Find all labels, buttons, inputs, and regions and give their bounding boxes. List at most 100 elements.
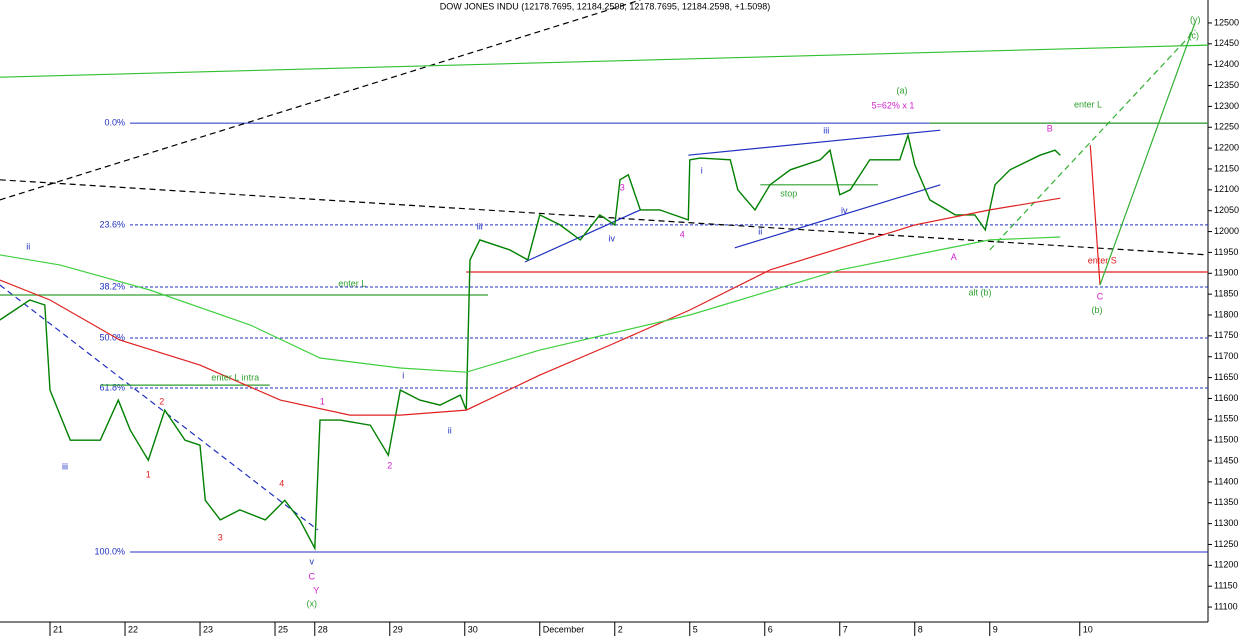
x-tick-label: 28 <box>318 624 328 634</box>
x-tick-label: 30 <box>468 624 478 634</box>
wave-label: 4 <box>680 229 685 239</box>
wave-label: enter L <box>338 279 366 289</box>
wave-label: (a) <box>897 85 908 95</box>
trendline <box>0 284 319 531</box>
x-tick-label: 5 <box>693 624 698 634</box>
wave-label: (b) <box>1092 305 1103 315</box>
wave-label: A <box>951 252 957 262</box>
wave-label: 3 <box>620 183 625 193</box>
wave-label: C <box>309 571 316 581</box>
y-tick-label: 11450 <box>1214 455 1238 465</box>
wave-label: 2 <box>159 397 164 407</box>
wave-label: 2 <box>387 460 392 470</box>
y-tick-label: 11800 <box>1214 309 1238 319</box>
y-tick-label: 11550 <box>1214 414 1238 424</box>
x-tick-label: 9 <box>993 624 998 634</box>
y-tick-label: 11100 <box>1214 601 1238 611</box>
trendline <box>989 29 1196 251</box>
wave-label: 1 <box>146 470 151 480</box>
x-tick-label: 29 <box>393 624 403 634</box>
y-tick-label: 12000 <box>1214 226 1239 236</box>
fib-label: 50.0% <box>99 332 125 342</box>
wave-label: ii <box>758 226 762 236</box>
y-tick-label: 11850 <box>1214 289 1238 299</box>
x-tick-label: 21 <box>53 624 63 634</box>
y-tick-label: 12100 <box>1214 184 1239 194</box>
y-tick-label: 11350 <box>1214 497 1238 507</box>
trendline <box>0 0 641 201</box>
price-line <box>0 132 1061 551</box>
wave-label: enter S <box>1088 256 1117 266</box>
wave-label: i <box>701 165 703 175</box>
x-tick-label: 10 <box>1083 624 1093 634</box>
fib-label: 23.6% <box>99 219 125 229</box>
wave-label: iv <box>609 233 616 243</box>
wave-label: v <box>310 556 315 566</box>
wave-label: iii <box>477 221 483 231</box>
y-tick-label: 12300 <box>1214 101 1239 111</box>
fib-label: 100.0% <box>94 546 125 556</box>
y-tick-label: 12150 <box>1214 163 1239 173</box>
trendline <box>1089 145 1101 286</box>
wave-label: i <box>402 370 404 380</box>
wave-label: B <box>1047 123 1053 133</box>
moving-average <box>0 236 1061 373</box>
wave-label: 3 <box>218 533 223 543</box>
y-tick-label: 11500 <box>1214 435 1238 445</box>
wave-label: iii <box>62 461 68 471</box>
wave-label: ii <box>448 425 452 435</box>
moving-average <box>0 197 1061 416</box>
wave-label: 4 <box>279 478 284 488</box>
y-tick-label: 11900 <box>1214 268 1238 278</box>
chart-title: DOW JONES INDU (12178.7695, 12184.2598, … <box>440 1 770 11</box>
y-tick-label: 12200 <box>1214 142 1239 152</box>
y-tick-label: 11700 <box>1214 351 1238 361</box>
x-tick-label: 6 <box>768 624 773 634</box>
x-tick-label: 25 <box>278 624 288 634</box>
y-tick-label: 11400 <box>1214 476 1238 486</box>
y-tick-label: 12450 <box>1214 38 1239 48</box>
wave-label: Y <box>313 586 319 596</box>
wave-label: stop <box>780 188 797 198</box>
trendline <box>1099 21 1196 286</box>
y-tick-label: 12500 <box>1214 17 1239 27</box>
wave-label: enter L <box>1074 100 1102 110</box>
y-tick-label: 12350 <box>1214 80 1239 90</box>
x-tick-label: 2 <box>618 624 623 634</box>
y-tick-label: 11300 <box>1214 518 1238 528</box>
fib-label: 61.8% <box>99 382 125 392</box>
wave-label: (c) <box>1189 30 1200 40</box>
trendline <box>734 184 941 249</box>
y-tick-label: 12400 <box>1214 59 1239 69</box>
wave-label: (y) <box>1190 14 1201 24</box>
y-tick-label: 12050 <box>1214 205 1239 215</box>
wave-label: enter L intra <box>211 372 259 382</box>
y-tick-label: 11200 <box>1214 560 1238 570</box>
y-tick-label: 12250 <box>1214 122 1239 132</box>
y-tick-label: 11250 <box>1214 539 1238 549</box>
wave-label: C <box>1097 291 1104 301</box>
x-tick-label: December <box>543 624 585 634</box>
y-tick-label: 11750 <box>1214 330 1238 340</box>
wave-label: iii <box>823 125 829 135</box>
wave-label: 5=62% x 1 <box>872 100 915 110</box>
y-tick-label: 11950 <box>1214 247 1238 257</box>
wave-label: alt (b) <box>968 287 991 297</box>
wave-label: iv <box>841 205 848 215</box>
fib-label: 0.0% <box>104 117 125 127</box>
y-tick-label: 11600 <box>1214 393 1238 403</box>
x-tick-label: 8 <box>918 624 923 634</box>
y-tick-label: 11650 <box>1214 372 1238 382</box>
trendline <box>0 44 1209 78</box>
wave-label: 1 <box>320 397 325 407</box>
trendline <box>688 129 941 156</box>
x-tick-label: 23 <box>203 624 213 634</box>
x-tick-label: 22 <box>128 624 138 634</box>
wave-label: (x) <box>307 599 318 609</box>
wave-label: ii <box>26 241 30 251</box>
x-tick-label: 7 <box>843 624 848 634</box>
fib-label: 38.2% <box>99 281 125 291</box>
